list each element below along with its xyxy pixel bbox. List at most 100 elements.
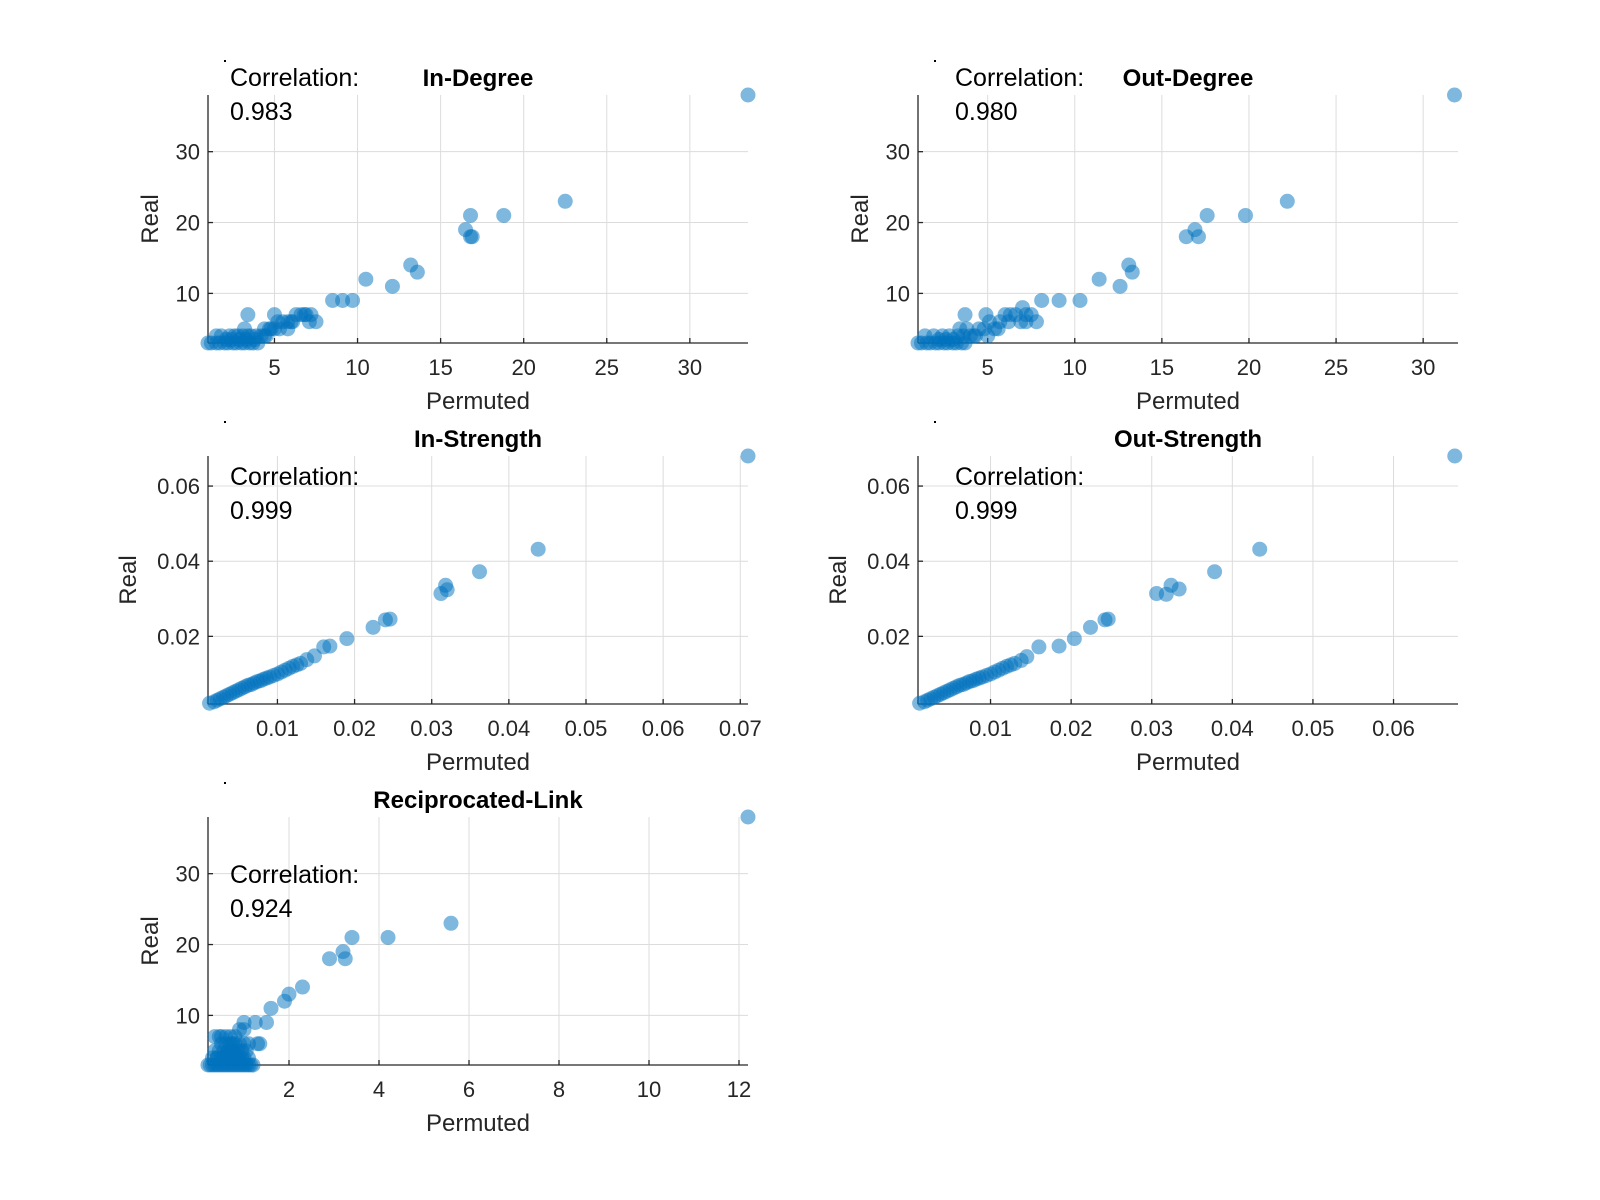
data-point bbox=[463, 207, 479, 223]
correlation-value: 0.983 bbox=[230, 98, 293, 126]
correlation-value: 0.980 bbox=[955, 98, 1018, 126]
x-tick-label: 20 bbox=[1237, 355, 1261, 380]
data-point bbox=[259, 1014, 274, 1030]
data-point bbox=[978, 307, 994, 323]
y-axis-label: Real bbox=[115, 555, 142, 604]
data-point bbox=[365, 619, 381, 635]
data-point bbox=[358, 271, 374, 287]
x-tick-label: 0.02 bbox=[1050, 716, 1093, 741]
grid bbox=[208, 456, 748, 704]
x-tick-label: 10 bbox=[345, 355, 369, 380]
x-axis-label: Permuted bbox=[426, 749, 530, 776]
data-point bbox=[1237, 207, 1253, 223]
y-tick-label: 20 bbox=[176, 933, 200, 958]
x-tick-label: 25 bbox=[1324, 355, 1348, 380]
panel-in-strength: 0.01 0.02 0.03 0.04 0.05 0.06 0.07 0.02 0.04 0.06… bbox=[115, 421, 762, 776]
data-point bbox=[740, 809, 756, 825]
x-tick-label: 0.06 bbox=[1372, 716, 1415, 741]
x-tick-label: 10 bbox=[637, 1077, 661, 1102]
panel-title: Out-Degree bbox=[1123, 65, 1254, 92]
x-tick-label: 8 bbox=[553, 1077, 565, 1102]
data-point bbox=[322, 638, 338, 654]
data-point bbox=[1207, 564, 1223, 580]
y-tick-label: 20 bbox=[176, 211, 200, 236]
axis-corner-mark bbox=[934, 60, 936, 62]
x-tick-label: 25 bbox=[595, 355, 619, 380]
data-point bbox=[1100, 611, 1116, 627]
axis-corner-mark bbox=[224, 421, 226, 423]
scatter-points bbox=[202, 448, 756, 711]
data-point bbox=[240, 307, 256, 323]
data-point bbox=[464, 229, 480, 245]
data-point bbox=[281, 986, 297, 1002]
panel-reciprocated-link: 2 4 6 8 10 12 10 20 30 Permuted Real Reciprocated-L… bbox=[137, 782, 756, 1137]
scatter-points bbox=[912, 448, 1463, 711]
data-point bbox=[339, 631, 355, 647]
data-point bbox=[1171, 581, 1187, 597]
x-tick-label: 0.02 bbox=[333, 716, 376, 741]
x-tick-label: 0.06 bbox=[642, 716, 685, 741]
panel-title: Out-Strength bbox=[1114, 426, 1262, 453]
y-tick-label: 0.02 bbox=[157, 624, 200, 649]
data-point bbox=[256, 328, 272, 344]
x-tick-label: 0.05 bbox=[1292, 716, 1335, 741]
grid bbox=[208, 95, 748, 343]
data-point bbox=[237, 321, 253, 337]
y-tick-label: 0.02 bbox=[867, 624, 910, 649]
data-point bbox=[1082, 619, 1098, 635]
x-tick-label: 0.05 bbox=[565, 716, 608, 741]
panel-out-strength: 0.01 0.02 0.03 0.04 0.05 0.06 0.02 0.04 0.06 Perm… bbox=[825, 421, 1463, 776]
x-tick-label: 10 bbox=[1063, 355, 1087, 380]
data-point bbox=[301, 314, 317, 330]
data-point bbox=[1066, 631, 1082, 647]
y-axis-label: Real bbox=[825, 555, 852, 604]
grid bbox=[918, 456, 1458, 704]
data-point bbox=[1252, 541, 1268, 557]
correlation-value: 0.999 bbox=[955, 497, 1018, 525]
data-point bbox=[252, 1036, 268, 1052]
y-tick-label: 0.06 bbox=[157, 474, 200, 499]
correlation-label: Correlation: bbox=[230, 861, 359, 889]
data-point bbox=[214, 1029, 229, 1045]
axis-corner-mark bbox=[224, 60, 226, 62]
data-point bbox=[236, 1014, 252, 1030]
data-point bbox=[1447, 87, 1463, 103]
x-tick-label: 0.04 bbox=[1211, 716, 1254, 741]
x-tick-label: 2 bbox=[283, 1077, 295, 1102]
y-tick-label: 0.04 bbox=[157, 549, 200, 574]
data-point bbox=[263, 1000, 279, 1016]
x-tick-label: 20 bbox=[511, 355, 535, 380]
data-point bbox=[472, 564, 488, 580]
data-point bbox=[409, 264, 425, 280]
x-tick-label: 15 bbox=[1150, 355, 1174, 380]
correlation-label: Correlation: bbox=[955, 463, 1084, 491]
data-point bbox=[1124, 264, 1140, 280]
x-tick-label: 0.07 bbox=[719, 716, 762, 741]
data-point bbox=[1019, 649, 1035, 665]
correlation-value: 0.999 bbox=[230, 497, 293, 525]
data-point bbox=[337, 951, 353, 967]
data-point bbox=[1034, 292, 1050, 308]
x-tick-label: 0.04 bbox=[487, 716, 530, 741]
grid bbox=[918, 95, 1458, 343]
data-point bbox=[945, 331, 961, 347]
data-point bbox=[280, 321, 296, 337]
data-point bbox=[557, 193, 573, 209]
data-point bbox=[384, 278, 400, 294]
data-point bbox=[1001, 314, 1017, 330]
x-axis-label: Permuted bbox=[1136, 749, 1240, 776]
data-point bbox=[530, 541, 546, 557]
x-axis-label: Permuted bbox=[426, 388, 530, 415]
x-tick-label: 15 bbox=[428, 355, 452, 380]
panel-title: In-Strength bbox=[414, 426, 542, 453]
correlation-label: Correlation: bbox=[955, 64, 1084, 92]
data-point bbox=[1447, 448, 1463, 464]
data-point bbox=[439, 582, 455, 598]
x-tick-label: 5 bbox=[982, 355, 994, 380]
data-point bbox=[344, 929, 360, 945]
data-point bbox=[1091, 271, 1107, 287]
data-point bbox=[345, 292, 361, 308]
data-point bbox=[234, 1050, 250, 1066]
data-point bbox=[1028, 314, 1044, 330]
